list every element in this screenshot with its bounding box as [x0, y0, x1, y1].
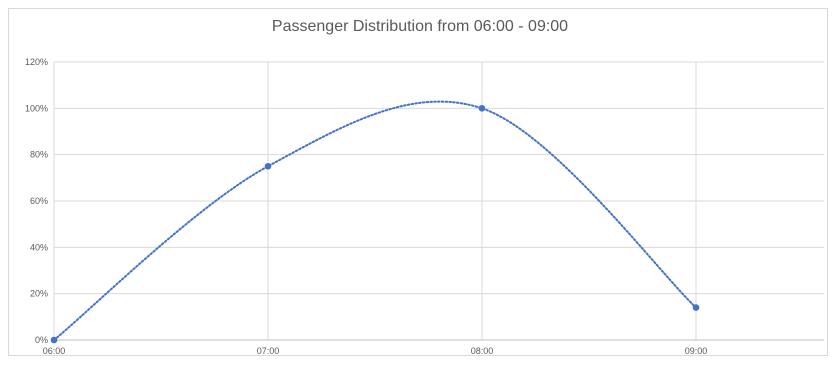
x-tick-label: 07:00 — [257, 346, 280, 356]
y-tick-label: 100% — [25, 103, 48, 113]
y-tick-label: 0% — [35, 335, 48, 345]
data-point — [692, 304, 700, 311]
chart-title: Passenger Distribution from 06:00 - 09:0… — [271, 18, 569, 35]
x-axis-ticks: 06:00 07:00 08:00 09:00 — [43, 346, 708, 356]
data-point — [264, 162, 272, 170]
y-tick-label: 80% — [30, 150, 48, 160]
series-line — [53, 100, 697, 341]
x-tick-label: 08:00 — [471, 346, 494, 356]
y-tick-label: 120% — [25, 57, 48, 67]
y-axis-ticks: 0% 20% 40% 60% 80% 100% 120% — [25, 57, 48, 345]
chart-area — [8, 8, 828, 356]
series-markers — [50, 105, 700, 344]
data-point — [50, 336, 58, 344]
y-tick-label: 60% — [30, 196, 48, 206]
gridlines — [53, 61, 824, 341]
x-tick-label: 06:00 — [43, 346, 66, 356]
y-tick-label: 20% — [30, 289, 48, 299]
y-tick-label: 40% — [30, 242, 48, 252]
data-point — [478, 105, 486, 112]
series-curve — [53, 100, 697, 341]
x-tick-label: 09:00 — [685, 346, 708, 356]
